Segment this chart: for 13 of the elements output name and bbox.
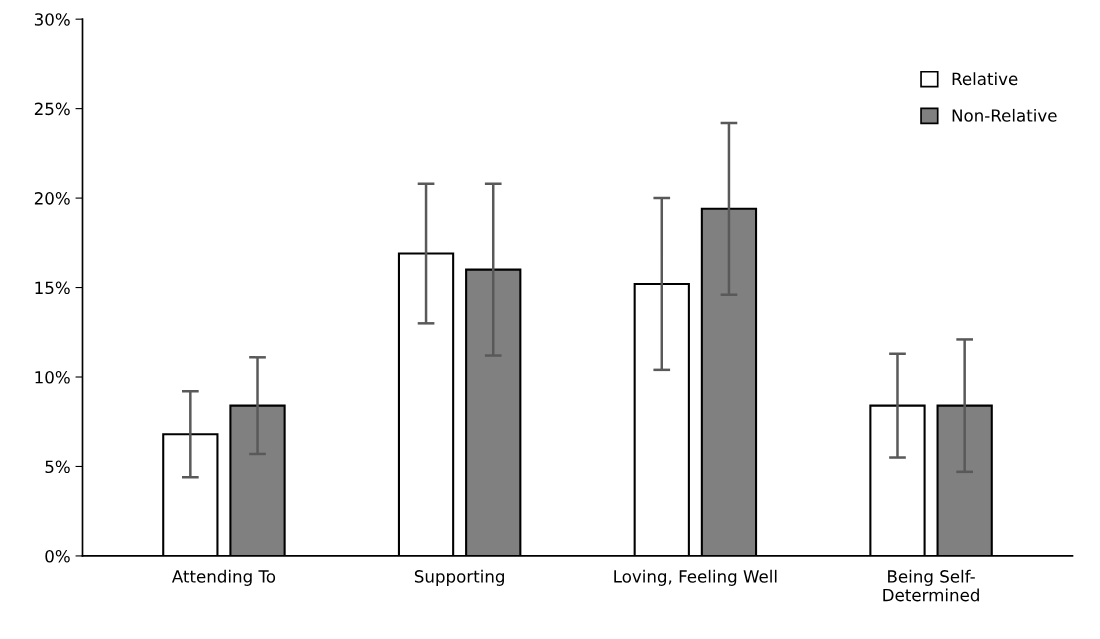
y-tick-label: 30% <box>34 13 70 26</box>
y-tick-label: 10% <box>35 370 70 384</box>
y-tick-label: 15% <box>35 281 70 295</box>
x-tick-label: Supporting <box>414 569 504 586</box>
y-tick-label: 20% <box>34 192 70 205</box>
x-tick-label: Attending To <box>171 569 276 586</box>
y-tick-label: 25% <box>34 102 70 116</box>
legend-label: Non-Relative <box>952 108 1057 122</box>
y-tick-label: 0% <box>45 549 70 563</box>
x-tick-label: Being Self- Determined <box>883 569 979 602</box>
x-tick-label: Loving, Feeling Well <box>614 569 777 586</box>
y-tick-label: 5% <box>45 460 70 474</box>
legend-label: Relative <box>952 72 1018 86</box>
